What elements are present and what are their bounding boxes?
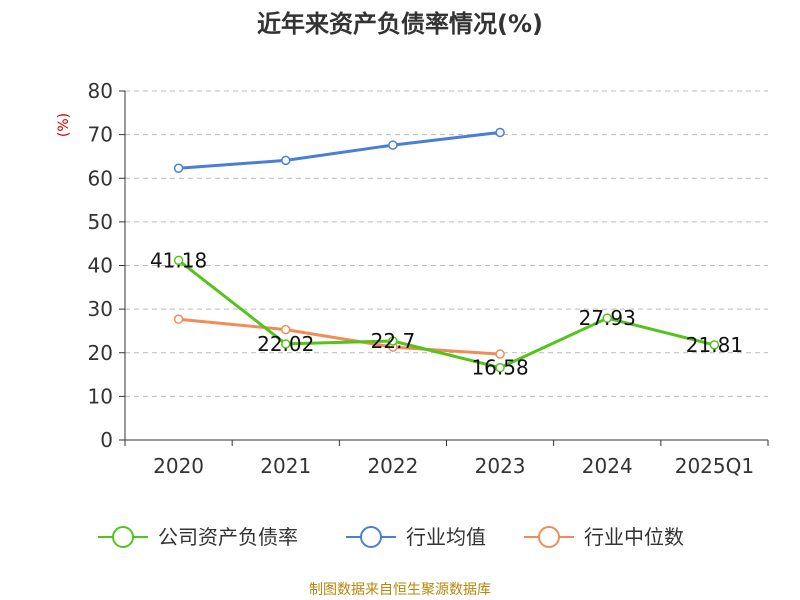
chart-title: 近年来资产负债率情况(%) bbox=[257, 10, 543, 38]
grid-lines bbox=[125, 90, 768, 397]
data-point bbox=[495, 349, 505, 359]
y-tick-label: 10 bbox=[88, 384, 113, 408]
data-point bbox=[173, 255, 184, 266]
data-point bbox=[281, 155, 291, 166]
x-tick-label: 2020 bbox=[153, 454, 204, 478]
data-point bbox=[281, 339, 291, 349]
x-tick-label: 2023 bbox=[475, 454, 526, 478]
series-lines bbox=[173, 127, 720, 373]
y-tick-label: 30 bbox=[88, 297, 113, 321]
data-label: 22.02 bbox=[257, 332, 314, 356]
data-label: 27.93 bbox=[579, 306, 636, 330]
y-tick-label: 70 bbox=[88, 123, 113, 147]
data-point bbox=[173, 163, 184, 173]
data-point bbox=[495, 362, 505, 373]
x-tick-label: 2021 bbox=[260, 454, 311, 478]
legend-marker-circle bbox=[360, 526, 382, 548]
legend-label: 行业中位数 bbox=[584, 525, 684, 549]
y-tick-label: 40 bbox=[88, 254, 113, 278]
data-point bbox=[388, 140, 398, 150]
data-label: 22.7 bbox=[371, 329, 416, 353]
data-point bbox=[281, 324, 291, 335]
data-label: 21.81 bbox=[686, 333, 743, 357]
y-tick-label: 80 bbox=[88, 79, 113, 103]
source-note: 制图数据来自恒生聚源数据库 bbox=[309, 582, 491, 598]
legend-label: 行业均值 bbox=[406, 525, 486, 549]
series-line bbox=[178, 317, 501, 356]
legend-label: 公司资产负债率 bbox=[158, 525, 298, 549]
data-point bbox=[388, 336, 398, 346]
data-point bbox=[495, 127, 505, 138]
axes: 0 10 20 30 40 50 60 70 80 2020 2021 2022 2023 2024 202… bbox=[88, 79, 769, 478]
legend: 公司资产负债率 行业均值 行业中位数 bbox=[98, 525, 684, 549]
y-axis-unit-label: (%) bbox=[56, 113, 72, 137]
series-line bbox=[178, 130, 501, 170]
data-point bbox=[602, 313, 612, 323]
legend-marker-circle bbox=[538, 526, 560, 548]
y-tick-label: 60 bbox=[88, 166, 113, 190]
data-labels: 41.18 22.02 22.7 16.58 27.93 21.81 bbox=[150, 248, 743, 379]
y-tick-label: 20 bbox=[88, 341, 113, 365]
y-tick-label: 0 bbox=[100, 428, 113, 452]
x-tick-label: 2025Q1 bbox=[675, 454, 754, 478]
data-point bbox=[709, 340, 720, 350]
data-label: 41.18 bbox=[150, 248, 207, 272]
data-label: 16.58 bbox=[471, 356, 528, 380]
y-tick-label: 50 bbox=[88, 210, 113, 234]
x-tick-label: 2022 bbox=[367, 454, 418, 478]
legend-marker-circle bbox=[112, 526, 134, 548]
data-point bbox=[173, 314, 184, 324]
series-line bbox=[177, 259, 715, 370]
x-tick-label: 2024 bbox=[582, 454, 633, 478]
